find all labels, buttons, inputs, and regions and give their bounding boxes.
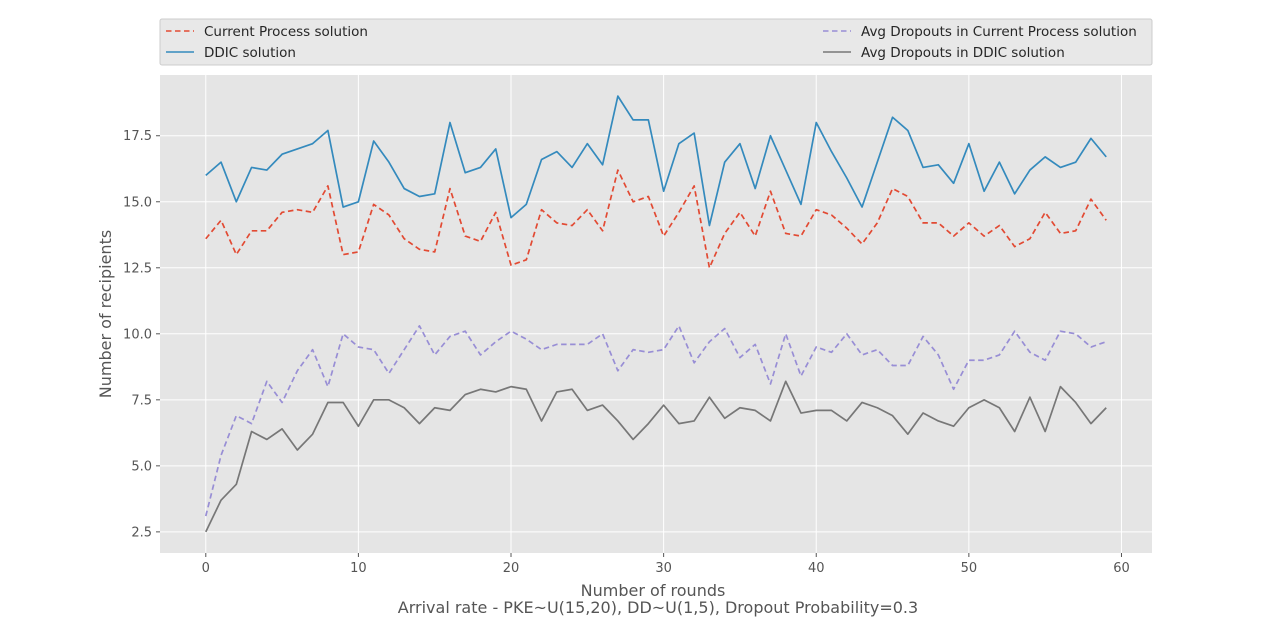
plot-background (160, 75, 1152, 553)
legend-label-avg-dropouts-current: Avg Dropouts in Current Process solution (861, 24, 1137, 40)
chart-caption: Arrival rate - PKE~U(15,20), DD~U(1,5), … (398, 598, 918, 617)
y-tick-label: 15.0 (123, 195, 152, 210)
y-tick-label: 17.5 (123, 129, 152, 144)
ticks: 0 10 20 30 40 50 60 2.5 5.0 7.5 10.0 12.5 15.0 17.5 (123, 129, 1130, 576)
legend: Current Process solution DDIC solution A… (159, 18, 1153, 66)
legend-label-ddic: DDIC solution (204, 45, 296, 61)
series-line-ddic (205, 95, 1107, 227)
series-line-current-process (205, 169, 1107, 269)
y-tick-label: 7.5 (131, 393, 152, 408)
y-tick-label: 2.5 (131, 525, 152, 540)
grid (160, 75, 1152, 553)
x-tick-label: 50 (961, 561, 978, 576)
y-axis-label: Number of recipients (96, 230, 115, 398)
x-tick-label: 40 (808, 561, 825, 576)
legend-frame (159, 18, 1153, 66)
y-tick-label: 10.0 (123, 327, 152, 342)
x-axis-label: Number of rounds (581, 581, 726, 600)
series-lines (204, 95, 1107, 533)
x-tick-label: 10 (350, 561, 367, 576)
legend-label-current-process: Current Process solution (204, 24, 368, 40)
series-line-avg-dropouts-ddic (205, 380, 1107, 533)
y-tick-label: 12.5 (123, 261, 152, 276)
x-tick-label: 20 (503, 561, 520, 576)
x-tick-label: 0 (202, 561, 210, 576)
legend-label-avg-dropouts-ddic: Avg Dropouts in DDIC solution (861, 45, 1065, 61)
x-tick-label: 30 (655, 561, 672, 576)
x-tick-label: 60 (1113, 561, 1130, 576)
y-tick-label: 5.0 (131, 459, 152, 474)
